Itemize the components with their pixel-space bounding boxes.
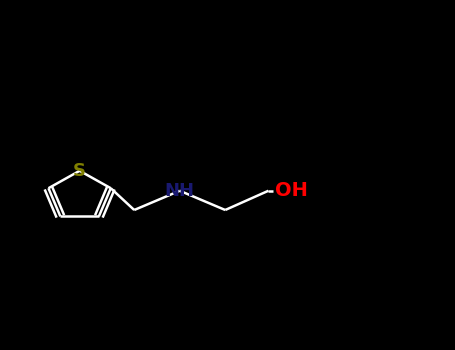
Text: OH: OH [275,181,308,200]
Text: NH: NH [165,182,195,200]
Text: S: S [73,162,86,180]
